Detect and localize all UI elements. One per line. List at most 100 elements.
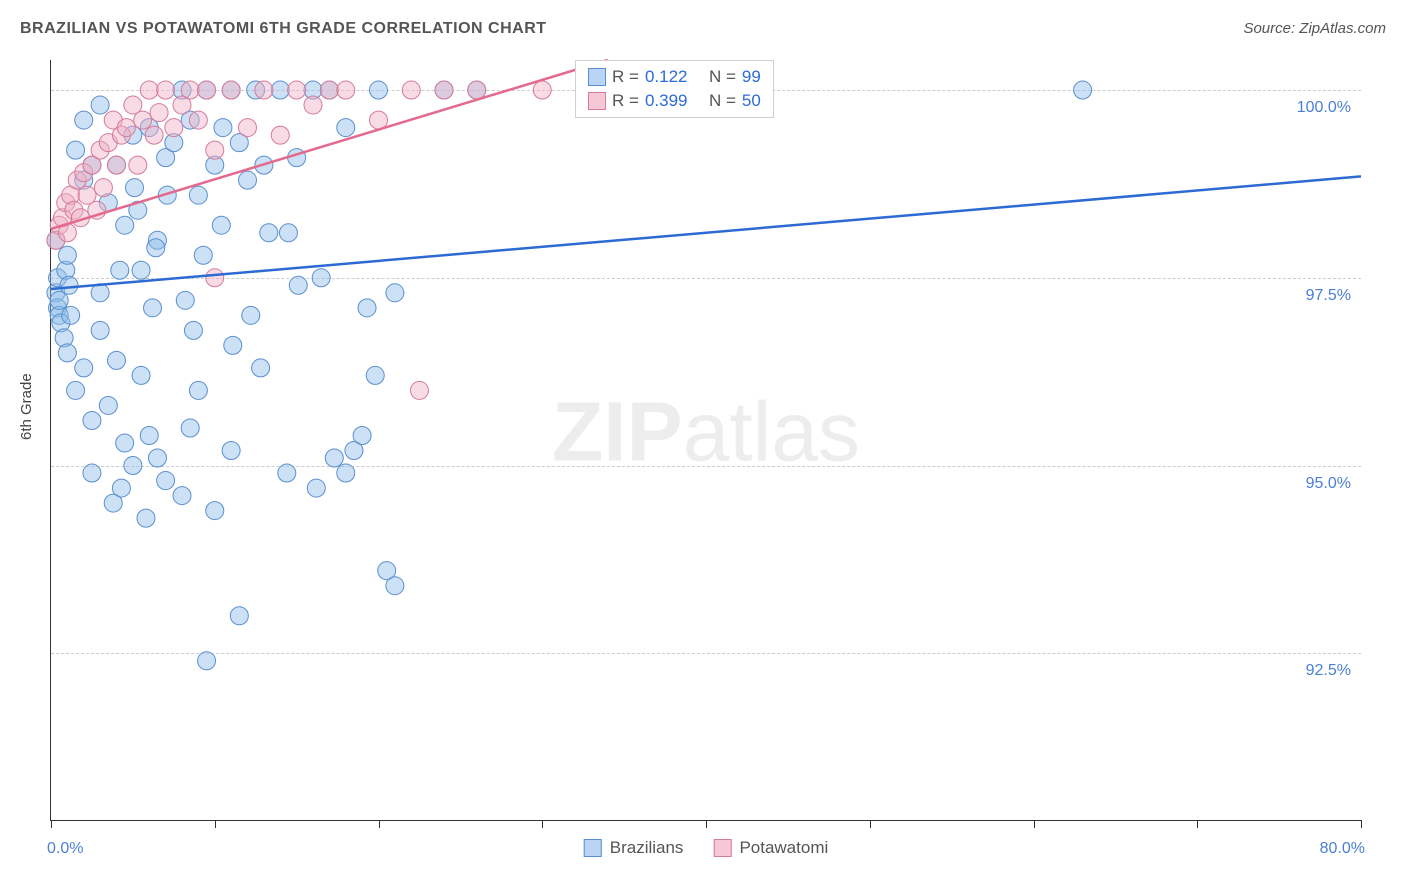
data-point [198,652,216,670]
data-point [271,126,289,144]
data-point [62,306,80,324]
data-point [132,366,150,384]
data-point [147,239,165,257]
data-point [239,171,257,189]
stats-row: R = 0.122 N = 99 [584,65,765,89]
y-tick-label: 97.5% [1306,287,1351,305]
data-point [206,141,224,159]
data-point [132,261,150,279]
data-point [435,81,453,99]
data-point [198,81,216,99]
swatch-icon [588,68,606,86]
data-point [533,81,551,99]
data-point [402,81,420,99]
plot-area: ZIPatlas R = 0.122 N = 99R = 0.399 N = 5… [50,60,1361,821]
swatch-blue [584,839,602,857]
data-point [83,464,101,482]
stats-row: R = 0.399 N = 50 [584,89,765,113]
scatter-svg [51,60,1361,820]
data-point [307,479,325,497]
x-max-label: 80.0% [1320,840,1365,858]
source-label: Source: ZipAtlas.com [1243,20,1386,37]
data-point [91,321,109,339]
data-point [184,321,202,339]
x-min-label: 0.0% [47,840,83,858]
data-point [222,442,240,460]
data-point [176,291,194,309]
y-tick-label: 100.0% [1297,99,1351,117]
chart-title: BRAZILIAN VS POTAWATOMI 6TH GRADE CORREL… [20,20,547,37]
swatch-icon [588,92,606,110]
data-point [126,179,144,197]
data-point [108,351,126,369]
data-point [386,284,404,302]
data-point [173,487,191,505]
data-point [312,269,330,287]
data-point [358,299,376,317]
stats-box: R = 0.122 N = 99R = 0.399 N = 50 [575,60,774,118]
data-point [320,81,338,99]
data-point [144,299,162,317]
stat-r-label: R = [612,91,639,111]
data-point [148,449,166,467]
swatch-pink [713,839,731,857]
stat-n-label: N = [709,67,736,87]
data-point [325,449,343,467]
data-point [252,359,270,377]
data-point [288,81,306,99]
data-point [468,81,486,99]
data-point [337,119,355,137]
data-point [230,607,248,625]
y-tick-label: 92.5% [1306,662,1351,680]
data-point [134,111,152,129]
data-point [83,411,101,429]
bottom-legend: Brazilians Potawatomi [584,838,829,858]
data-point [112,479,130,497]
data-point [353,426,371,444]
data-point [206,502,224,520]
data-point [67,381,85,399]
data-point [137,509,155,527]
data-point [189,381,207,399]
legend-item: Brazilians [584,838,684,858]
data-point [366,366,384,384]
data-point [181,419,199,437]
stat-r-value: 0.399 [645,91,688,111]
data-point [206,269,224,287]
data-point [58,246,76,264]
data-point [224,336,242,354]
stat-n-value: 99 [742,67,761,87]
data-point [145,126,163,144]
data-point [189,111,207,129]
data-point [140,81,158,99]
data-point [116,216,134,234]
data-point [124,457,142,475]
data-point [386,577,404,595]
data-point [1074,81,1092,99]
data-point [157,472,175,490]
data-point [370,81,388,99]
data-point [337,81,355,99]
y-tick-label: 95.0% [1306,475,1351,493]
data-point [108,156,126,174]
data-point [99,396,117,414]
data-point [181,81,199,99]
data-point [91,96,109,114]
stat-n-value: 50 [742,91,761,111]
stat-r-label: R = [612,67,639,87]
data-point [214,119,232,137]
data-point [289,276,307,294]
legend-label: Potawatomi [739,838,828,858]
data-point [304,96,322,114]
data-point [150,104,168,122]
data-point [58,344,76,362]
data-point [239,119,257,137]
data-point [157,81,175,99]
data-point [194,246,212,264]
data-point [279,224,297,242]
data-point [165,119,183,137]
data-point [278,464,296,482]
data-point [94,179,112,197]
data-point [260,224,278,242]
data-point [189,186,207,204]
